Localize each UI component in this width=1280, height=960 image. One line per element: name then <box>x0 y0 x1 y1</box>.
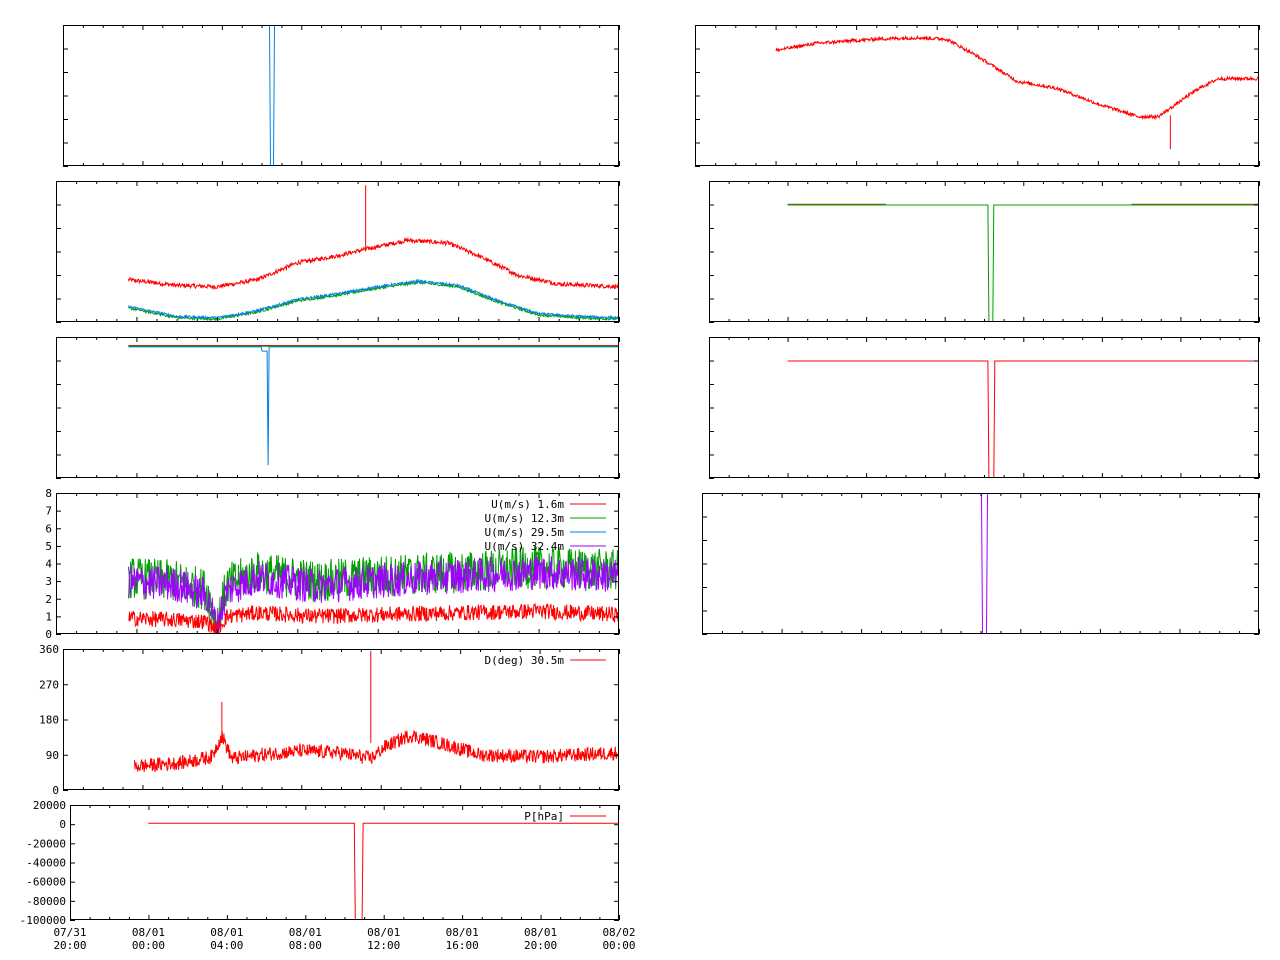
plot-area <box>787 360 1259 478</box>
series-line-blue <box>128 346 619 466</box>
x-tick-label-time: 12:00 <box>367 939 400 952</box>
series-line-magenta <box>981 493 988 634</box>
series-line-blue <box>269 25 275 166</box>
y-tick-label: 180 <box>39 714 59 727</box>
legend-label: U(m/s) 12.3m <box>485 512 565 525</box>
series-line-red <box>127 237 619 291</box>
y-tick-label: 0 <box>52 784 59 797</box>
series-line-blue <box>128 278 619 321</box>
series-line-red <box>148 822 619 920</box>
y-tick-label: 5 <box>45 540 52 553</box>
x-tick-label-date: 08/01 <box>132 926 165 939</box>
legend-label: U(m/s) 29.5m <box>485 526 565 539</box>
panel-right-1 <box>695 25 1260 167</box>
x-axis-tick-labels: 07/3120:0008/0100:0008/0104:0008/0108:00… <box>53 926 635 952</box>
plot-frame <box>709 337 1259 478</box>
panel-left-5: 0 90 180 270 360 D(deg) 30.5m <box>39 643 620 797</box>
y-tick-label: 90 <box>46 749 59 762</box>
plot-area <box>269 25 275 166</box>
x-tick-label-time: 20:00 <box>53 939 86 952</box>
plot-area <box>128 345 619 466</box>
plot-frame <box>709 181 1259 322</box>
plot-frame <box>56 337 619 478</box>
y-tick-label: -80000 <box>26 895 66 908</box>
y-tick-label: 8 <box>45 487 52 500</box>
y-tick-label: 270 <box>39 678 59 691</box>
plot-area <box>787 203 1259 322</box>
plot-frame <box>56 181 619 322</box>
plot-area <box>134 650 619 772</box>
y-tick-label: 0 <box>59 818 66 831</box>
plot-frame <box>695 25 1259 166</box>
y-tick-label: 0 <box>45 628 52 641</box>
y-tick-label: -40000 <box>26 857 66 870</box>
panel-right-4 <box>702 493 1260 635</box>
x-tick-label-time: 00:00 <box>132 939 165 952</box>
y-tick-label: 1 <box>45 610 52 623</box>
y-tick-label: 360 <box>39 643 59 656</box>
legend-label: U(m/s) 32.4m <box>485 540 565 553</box>
plot-area <box>127 546 619 634</box>
series-line-magenta <box>127 556 619 634</box>
x-tick-label-date: 08/01 <box>446 926 479 939</box>
legend-label: D(deg) 30.5m <box>485 654 565 667</box>
y-tick-label: -100000 <box>20 914 66 927</box>
panel-left-2 <box>56 181 620 323</box>
series-line-red <box>775 34 1259 121</box>
y-tick-label: 7 <box>45 505 52 518</box>
panel-left-4: 0 1 2 3 4 5 6 7 8 U(m/s) 1.6mU(m/s) 12.3mU(m/s) 2… <box>45 487 620 641</box>
plot-area <box>775 34 1259 150</box>
legend-label: P[hPa] <box>524 810 564 823</box>
y-tick-label: -20000 <box>26 837 66 850</box>
y-tick-label: 2 <box>45 593 52 606</box>
series-line-red <box>787 360 1259 478</box>
x-tick-label-date: 08/01 <box>289 926 322 939</box>
x-tick-label-time: 04:00 <box>210 939 243 952</box>
y-tick-label: -60000 <box>26 876 66 889</box>
chart-panels: 0 1 2 3 4 5 6 7 8 U(m/s) 1.6mU(m/s) 12.3mU(m/s) 2… <box>20 25 1260 927</box>
y-tick-label: 20000 <box>33 799 66 812</box>
panel-left-3 <box>56 337 620 479</box>
x-tick-label-date: 08/01 <box>367 926 400 939</box>
panel-left-6: -100000 -80000 -60000 -40000 -20000 0 20000 P[h… <box>20 799 620 927</box>
plot-frame <box>63 25 619 166</box>
plot-area <box>148 822 619 920</box>
panel-right-3 <box>709 337 1260 479</box>
x-tick-label-date: 07/31 <box>53 926 86 939</box>
panel-right-2 <box>709 181 1260 323</box>
series-line-green <box>127 546 619 634</box>
series-line-red <box>134 730 619 772</box>
x-tick-label-time: 20:00 <box>524 939 557 952</box>
panel-left-1 <box>63 25 620 167</box>
y-tick-label: 3 <box>45 575 52 588</box>
x-tick-label-time: 00:00 <box>602 939 635 952</box>
y-tick-label: 4 <box>45 558 52 571</box>
x-tick-label-date: 08/01 <box>524 926 557 939</box>
x-tick-label-date: 08/02 <box>602 926 635 939</box>
plot-area <box>981 493 988 634</box>
series-line-red <box>128 602 619 634</box>
y-tick-label: 6 <box>45 522 52 535</box>
plot-frame <box>702 493 1259 634</box>
plot-area <box>127 185 619 322</box>
legend-label: U(m/s) 1.6m <box>491 498 564 511</box>
x-tick-label-date: 08/01 <box>210 926 243 939</box>
x-tick-label-time: 16:00 <box>446 939 479 952</box>
x-tick-label-time: 08:00 <box>289 939 322 952</box>
series-line-green <box>787 204 1259 322</box>
